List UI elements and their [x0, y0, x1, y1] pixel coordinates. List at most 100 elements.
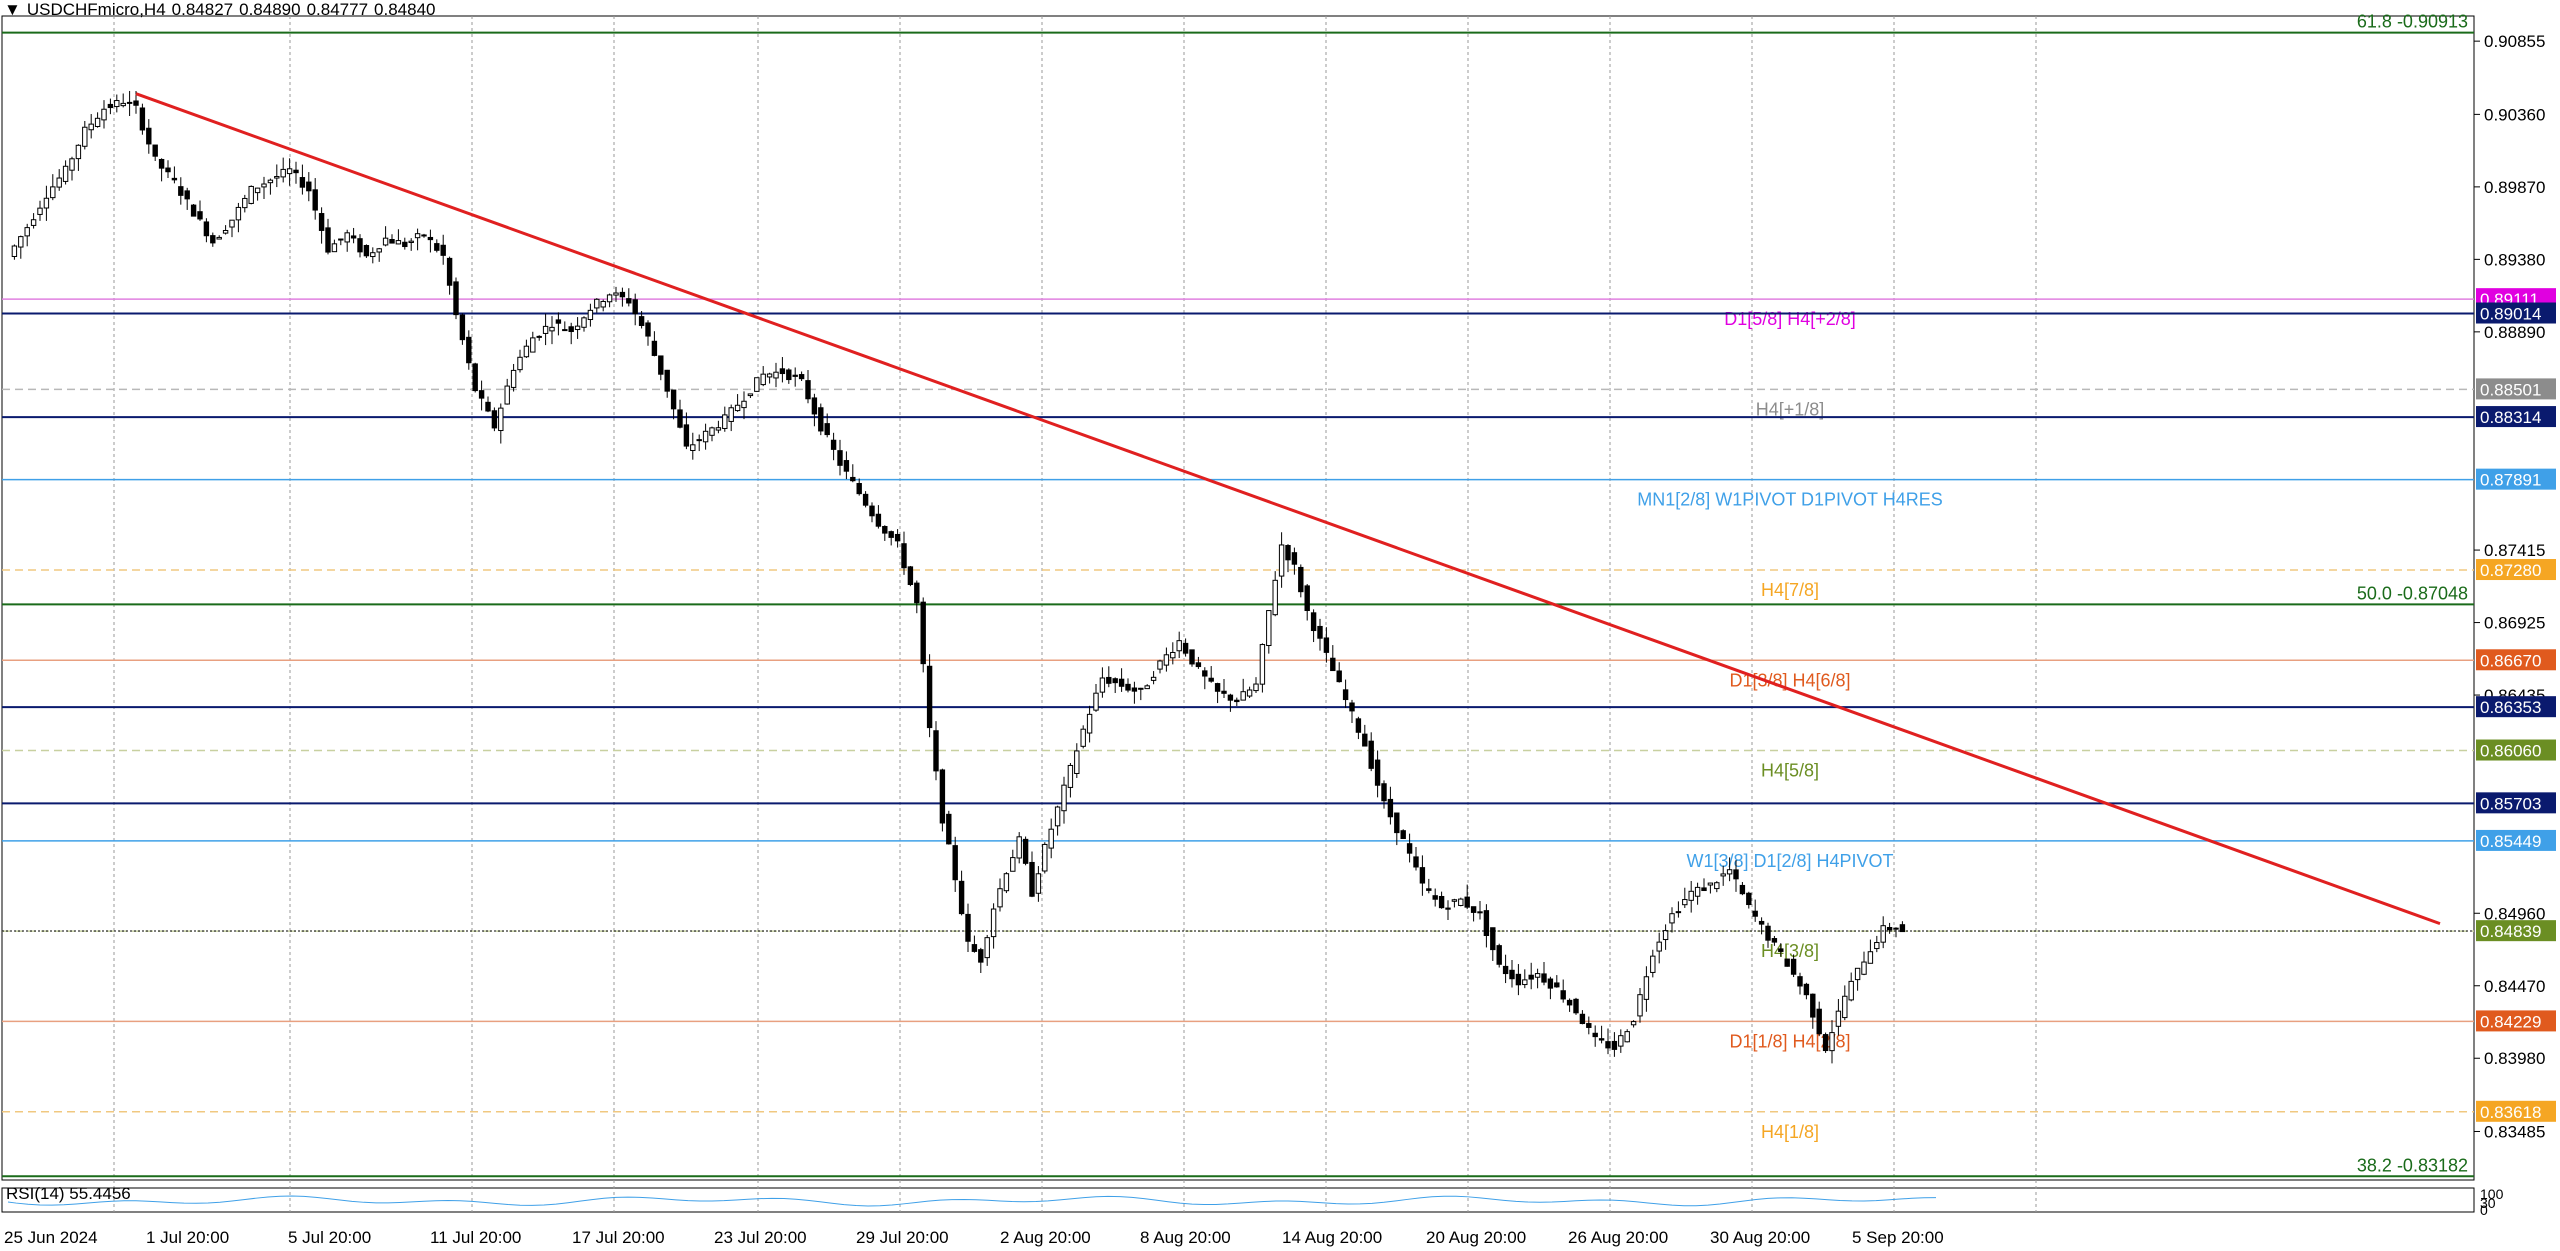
candle-body [709, 427, 715, 436]
candle-body [542, 325, 549, 334]
candle-body [850, 476, 856, 482]
candle-body [1547, 978, 1554, 989]
candle-body [1675, 911, 1682, 914]
candle-body [811, 397, 818, 415]
candle-body [229, 219, 235, 228]
candle-body [1112, 678, 1118, 684]
candle-body [1656, 941, 1662, 952]
candle-body [632, 299, 638, 315]
candle-body [94, 117, 101, 127]
candle-body [773, 371, 779, 379]
candle-body [1080, 728, 1086, 747]
candle-body [926, 665, 933, 729]
candle-body [24, 227, 30, 237]
candle-body [1253, 683, 1259, 692]
candle-body [536, 335, 542, 338]
candle-body [1874, 942, 1880, 950]
candle-body [1490, 927, 1496, 951]
level-label: H4[+1/8] [1756, 399, 1825, 419]
candle-body [242, 197, 248, 209]
candle-body [1707, 882, 1714, 886]
candle-body [1099, 677, 1106, 693]
candle-body [606, 294, 613, 303]
price-tag-text: 0.89014 [2480, 305, 2541, 324]
candle-body [1029, 861, 1035, 897]
candle-body [1720, 873, 1726, 877]
candle-body [1259, 644, 1266, 685]
candle-body [152, 144, 158, 157]
candle-body [1842, 995, 1848, 1019]
candle-body [1202, 670, 1208, 677]
candle-body [760, 373, 766, 386]
candle-body [306, 181, 312, 192]
candle-body [952, 845, 958, 881]
candle-body [1829, 1032, 1835, 1052]
candle-body [1182, 642, 1189, 654]
y-tick-label: 0.90360 [2484, 105, 2545, 124]
candle-body [1144, 685, 1150, 690]
price-tag-bg [2476, 792, 2556, 814]
candle-body [286, 168, 293, 175]
candle-body [1752, 910, 1758, 917]
candle-body [1522, 979, 1528, 986]
candle-body [1157, 660, 1163, 670]
level-label: D1[3/8] H4[6/8] [1729, 670, 1850, 690]
candle-body [856, 483, 862, 495]
candle-body [1694, 886, 1701, 897]
x-tick-label: 23 Jul 20:00 [714, 1228, 807, 1247]
candle-body [1502, 965, 1509, 975]
price-tag-text: 0.84839 [2480, 922, 2541, 941]
candle-body [325, 227, 331, 253]
candle-body [1470, 906, 1477, 913]
candle-body [747, 393, 754, 397]
candle-body [696, 439, 702, 442]
rsi-tick-label: 0 [2480, 1202, 2488, 1218]
candle-body [843, 460, 850, 472]
candle-body [920, 601, 926, 665]
price-tag-bg [2476, 406, 2556, 428]
price-tag-bg [2476, 920, 2556, 942]
candle-body [1323, 637, 1330, 653]
candle-body [1554, 982, 1560, 988]
rsi-label: RSI(14) 55.4456 [6, 1184, 131, 1203]
candle-body [1310, 612, 1317, 632]
level-label: 50.0 -0.87048 [2357, 583, 2468, 603]
candle-body [1765, 925, 1771, 941]
menu-arrow-icon[interactable]: ▼ [4, 0, 21, 19]
y-tick-label: 0.90855 [2484, 32, 2545, 51]
candle-body [1650, 955, 1656, 973]
price-tag: 0.87280 [2476, 559, 2556, 581]
candle-body [184, 190, 190, 200]
price-tag-bg [2476, 739, 2556, 761]
candle-body [741, 400, 747, 409]
candle-body [88, 123, 94, 131]
price-tag: 0.85449 [2476, 829, 2556, 851]
candle-body [990, 908, 997, 938]
candle-body [434, 243, 440, 251]
x-tick-label: 20 Aug 20:00 [1426, 1228, 1526, 1247]
price-tag-bg [2476, 302, 2556, 324]
y-tick-label: 0.83980 [2484, 1049, 2545, 1068]
x-tick-label: 5 Jul 20:00 [288, 1228, 371, 1247]
candle-body [107, 103, 114, 109]
candle-body [1528, 974, 1534, 980]
candle-body [197, 211, 203, 220]
candle-body [382, 237, 389, 246]
candle-body [158, 158, 165, 169]
candle-body [1061, 784, 1067, 812]
candle-body [869, 505, 875, 517]
candle-body [626, 298, 632, 304]
candle-body [1125, 683, 1131, 691]
candle-body [613, 292, 619, 296]
candle-body [1266, 610, 1272, 647]
x-tick-label: 8 Aug 20:00 [1140, 1228, 1231, 1247]
candle-body [1579, 1013, 1586, 1025]
candle-body [594, 298, 600, 309]
candle-body [50, 186, 56, 199]
candle-body [1278, 544, 1285, 577]
candle-body [1758, 920, 1765, 925]
candle-body [1413, 856, 1419, 868]
candle-body [344, 232, 350, 243]
level-label: H4[1/8] [1761, 1122, 1819, 1142]
